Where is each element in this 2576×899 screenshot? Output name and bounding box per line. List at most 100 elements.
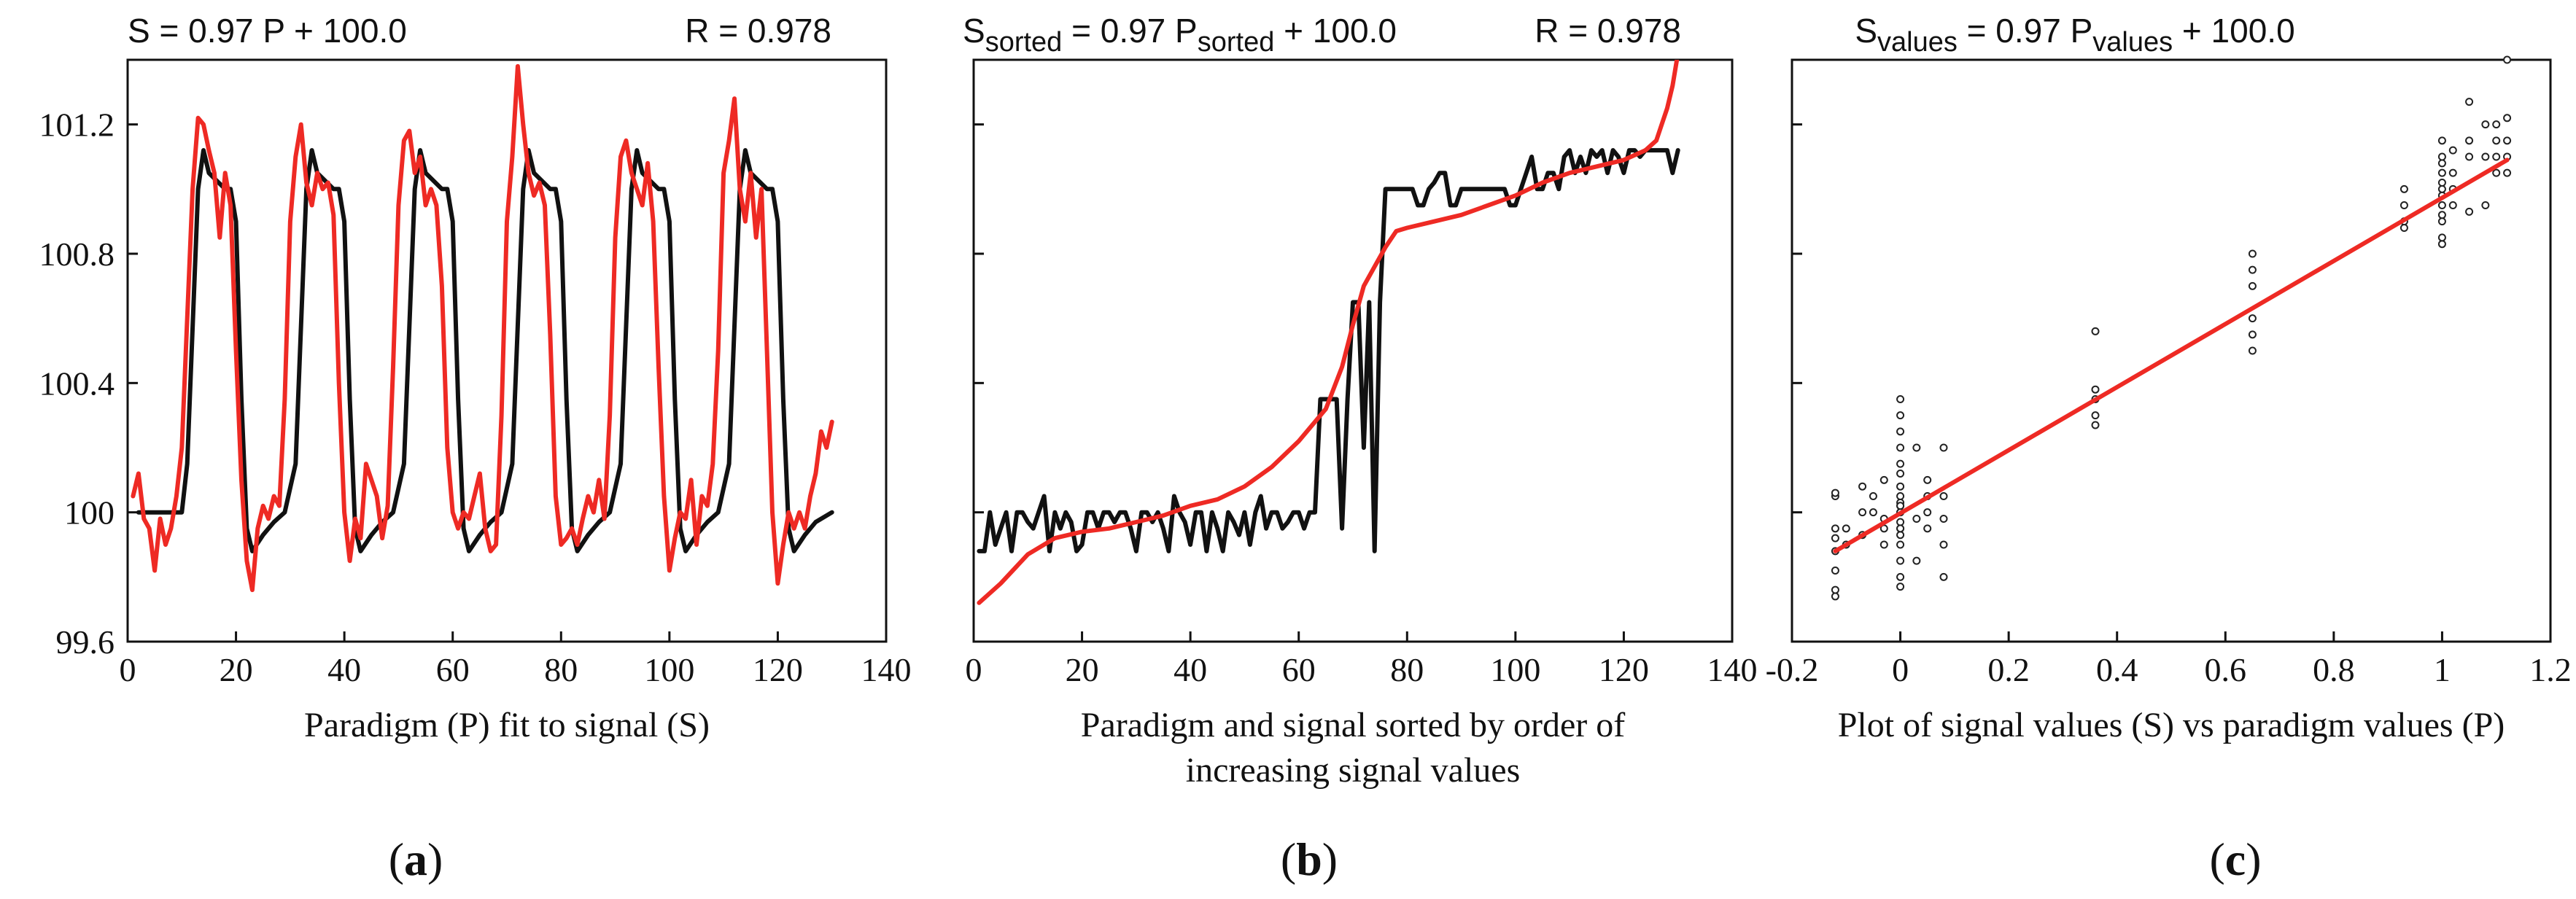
panel-a-r-value: R = 0.978 (685, 12, 831, 50)
panel-c-scatter-point (1831, 489, 1839, 497)
panel-a-series-signal-line (131, 63, 834, 593)
panel-b: Ssorted = 0.97 Psorted + 100.0 R = 0.978… (963, 12, 1758, 885)
panel-a-xlabel: Paradigm (P) fit to signal (S) (304, 706, 710, 744)
panel-c-xtick-label: 0.2 (1987, 651, 2030, 688)
panel-c-scatter-point (2481, 201, 2490, 209)
panel-b-r-value: R = 0.978 (1535, 12, 1681, 50)
panel-c-scatter-point (2448, 201, 2457, 209)
panel-c-scatter-point (2503, 168, 2512, 177)
panel-a-xtick-label: 140 (861, 651, 912, 688)
panel-c-scatter-point (2437, 217, 2446, 226)
panel-c-scatter-point (2448, 168, 2457, 177)
panel-c-xtick-label: -0.2 (1766, 651, 1819, 688)
panel-c-scatter-point (1831, 534, 1839, 542)
panel-c-scatter-point (2492, 168, 2501, 177)
panel-c-scatter-point (1831, 592, 1839, 601)
panel-c-scatter-point (2465, 136, 2474, 145)
panel-c-scatter-point (2437, 233, 2446, 242)
panel-a-plot-frame (126, 58, 888, 643)
panel-c-scatter-point (2437, 201, 2446, 209)
panel-c-xtick-label: 1.2 (2529, 651, 2572, 688)
panel-c-scatter-point (1912, 443, 1921, 452)
panel-c-scatter-point (1896, 524, 1905, 533)
panel-c-letter: (c) (2209, 833, 2261, 885)
panel-a-series (131, 63, 834, 593)
panel-c-scatter-point (2248, 346, 2257, 355)
panel-c-scatter-point (1896, 572, 1905, 581)
panel-c-scatter-point (2437, 152, 2446, 161)
panel-b-xtick-label: 140 (1707, 651, 1758, 688)
panel-c-scatter-point (2503, 136, 2512, 145)
panel-a-xtick-label: 120 (753, 651, 803, 688)
panel-c-plot-frame (1791, 58, 2552, 643)
panel-c-scatter-point (2437, 240, 2446, 249)
panel-c-scatter-point (2248, 281, 2257, 290)
panel-a-xtick-label: 100 (644, 651, 694, 688)
panel-b-xtick-label: 0 (966, 651, 982, 688)
panel-c-scatter-point (1912, 515, 1921, 524)
panel-c-scatter-point (1896, 531, 1905, 540)
panel-c-scatter-point (2481, 152, 2490, 161)
panel-a-ytick-label: 100.8 (39, 236, 115, 273)
panel-c-scatter-point (2437, 159, 2446, 168)
panel-c-scatter-point (2503, 114, 2512, 122)
panel-a-letter: (a) (389, 833, 443, 885)
panel-b-series-signal-line (977, 60, 1680, 605)
panel-c-scatter-point (1939, 492, 1948, 500)
panel-b-series-paradigm-line (977, 148, 1680, 553)
panel-c-series (1831, 55, 2512, 601)
panel-c-scatter-point (2437, 211, 2446, 219)
panel-c-scatter-point (1896, 540, 1905, 549)
panel-a-xtick-label: 60 (436, 651, 470, 688)
panel-c-scatter-point (2400, 184, 2408, 193)
panel-c-scatter-point (1896, 492, 1905, 500)
panel-b-xtick-label: 20 (1066, 651, 1099, 688)
panel-c-scatter-point (2248, 330, 2257, 339)
panel-c-ticks: -0.2 0 0.2 0.4 0.6 0.8 1 1.2 (1766, 123, 2572, 688)
panel-c-scatter-point (1831, 524, 1839, 533)
panel-c-scatter-point (2465, 98, 2474, 106)
panel-a-xtick-label: 0 (120, 651, 136, 688)
panel-c-scatter-point (2437, 184, 2446, 193)
panel-c-scatter-point (1939, 540, 1948, 549)
panel-a-xtick-label: 40 (327, 651, 361, 688)
panel-b-plot-frame (972, 58, 1734, 643)
panel-c-scatter-point (1869, 492, 1877, 500)
panel-a-equation: S = 0.97 P + 100.0 (128, 12, 407, 50)
panel-c-scatter-point (2248, 249, 2257, 258)
panel-c-xtick-label: 1 (2434, 651, 2451, 688)
panel-c-scatter-point (1923, 524, 1932, 533)
panel-b-xtick-label: 60 (1282, 651, 1316, 688)
panel-c-equation: Svalues = 0.97 Pvalues + 100.0 (1855, 12, 2294, 58)
panel-c-scatter-point (2437, 136, 2446, 145)
panel-a-xtick-label: 20 (220, 651, 253, 688)
panel-c-xtick-label: 0.8 (2313, 651, 2355, 688)
panel-c-scatter-point (1939, 515, 1948, 524)
panel-c-scatter-point (1896, 395, 1905, 403)
panel-c-scatter-point (1923, 508, 1932, 517)
panel-c-scatter-point (2400, 201, 2408, 209)
panel-c-scatter-point (1896, 459, 1905, 468)
panel-c-scatter-point (1912, 556, 1921, 565)
panel-c-scatter-point (1896, 518, 1905, 526)
panel-c-scatter-point (2437, 168, 2446, 177)
panel-c-scatter-point (2437, 178, 2446, 187)
panel-c-xtick-label: 0.6 (2205, 651, 2247, 688)
panel-c-xlabel: Plot of signal values (S) vs paradigm va… (1838, 706, 2505, 744)
panel-a-ytick-label: 100 (64, 494, 115, 532)
panel-c-scatter-point (2091, 385, 2100, 394)
panel-c-scatter-point (1939, 572, 1948, 581)
panel-c-scatter-point (1896, 469, 1905, 478)
panel-a-ticks: 0 20 40 60 80 100 120 140 99.6 100 100.4 100.8 101.2 (39, 106, 912, 688)
panel-b-xlabel-line-2: increasing signal values (1186, 751, 1521, 790)
panel-c-scatter-point (2492, 136, 2501, 145)
panel-a-xtick-label: 80 (544, 651, 578, 688)
panel-c-scatter-point (2091, 421, 2100, 429)
panel-c-scatter-point (2481, 120, 2490, 129)
panel-c-scatter-point (1896, 556, 1905, 565)
panel-c-scatter-point (1879, 475, 1888, 484)
panel-c-scatter-point (1842, 524, 1850, 533)
panel-c-scatter-point (1896, 583, 1905, 591)
panel-c-xtick-label: 0.4 (2096, 651, 2138, 688)
panel-c-scatter-point (2492, 152, 2501, 161)
